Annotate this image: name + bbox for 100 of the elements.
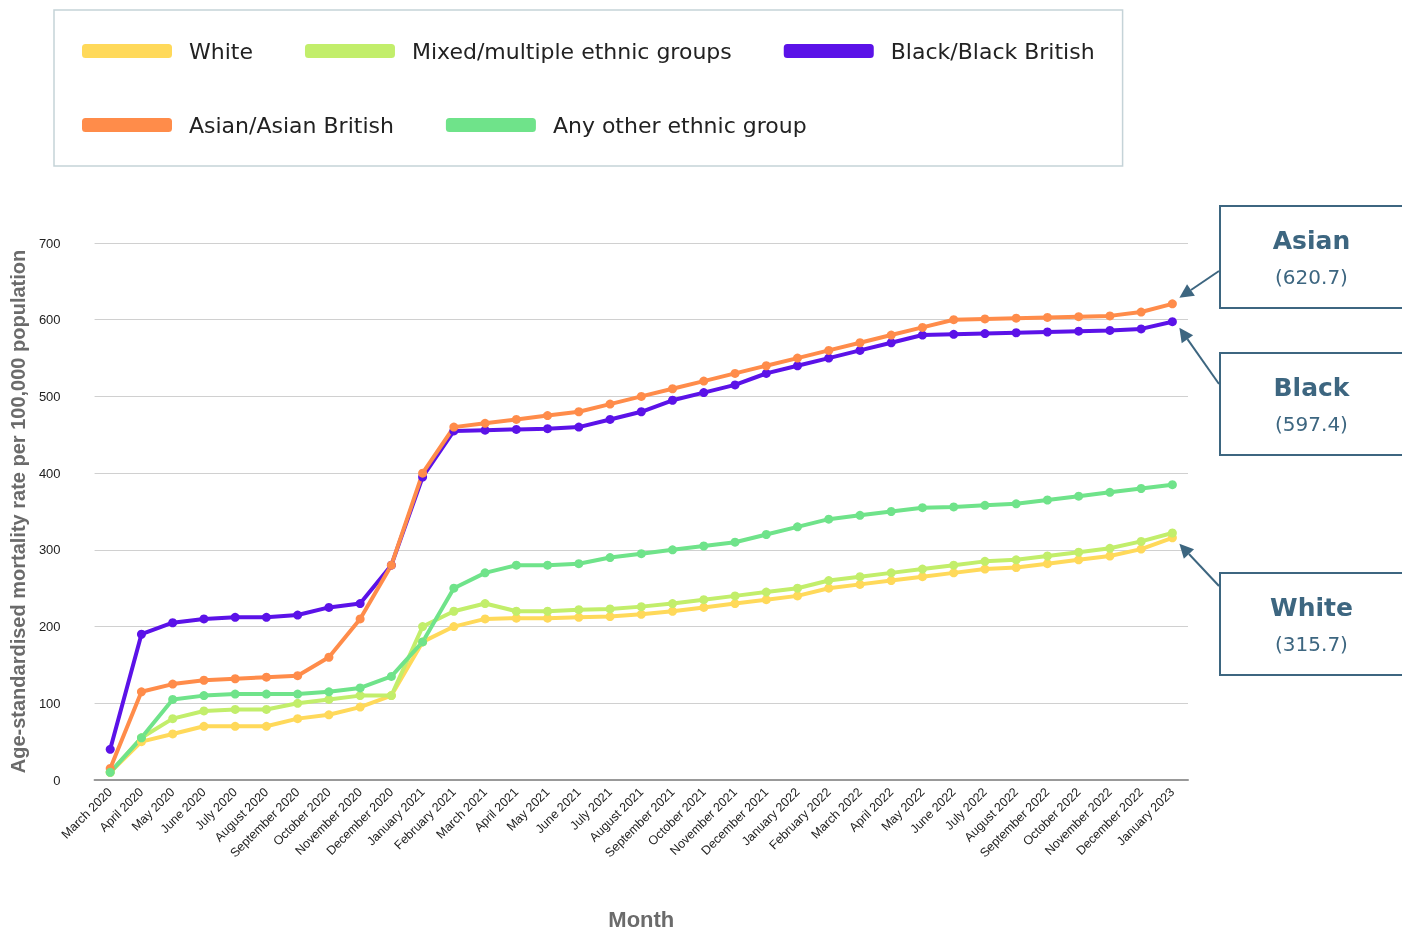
point [636,407,646,417]
legend-label: White [189,38,253,64]
point [105,744,115,754]
point [605,612,615,622]
point [886,338,896,348]
point [168,618,178,628]
point [418,468,428,478]
y-tick-label: 300 [38,542,61,558]
point [168,694,178,704]
point [886,330,896,340]
point [230,612,240,622]
point [574,407,584,417]
point [636,602,646,612]
point [324,694,334,704]
y-tick-label: 600 [38,312,61,328]
point [699,388,709,398]
point [230,721,240,731]
point [1074,312,1084,322]
point [230,704,240,714]
point [293,610,303,620]
point [949,315,959,325]
text: Asian (620.7) [1271,225,1352,291]
point [1042,327,1052,337]
point [1105,487,1115,497]
legend-label: Any other ethnic group [552,112,807,138]
point [1042,312,1052,322]
point [511,424,521,434]
point [543,560,553,570]
point [730,537,740,547]
point [293,689,303,699]
point [168,679,178,689]
y-tick-label: 0 [53,772,61,788]
point [355,702,365,712]
point [1011,555,1021,565]
point [761,595,771,605]
point [168,729,178,739]
point [699,602,709,612]
point [261,721,271,731]
point [1136,544,1146,554]
point [1105,325,1115,335]
y-tick-label: 200 [38,619,61,635]
point [824,514,834,524]
y-tick-label: 100 [38,695,61,711]
point [886,568,896,578]
point [261,612,271,622]
point [1042,495,1052,505]
point [1042,551,1052,561]
point [855,345,865,355]
point [1074,491,1084,501]
point [730,599,740,609]
point [917,330,927,340]
point [886,507,896,516]
point [449,622,459,632]
point [293,698,303,708]
point [1167,299,1177,309]
point [855,579,865,589]
point [886,576,896,586]
point [1105,311,1115,321]
point [605,399,615,409]
point [949,502,959,512]
point [855,572,865,582]
point [793,522,802,532]
point [1011,328,1021,338]
point [793,591,802,601]
point [199,706,209,716]
point [355,614,365,624]
point [574,612,584,622]
point [355,683,365,693]
point [824,353,834,363]
point [730,591,740,601]
point [1042,559,1052,569]
point [511,606,521,616]
point [855,338,865,348]
legend-label: Black/Black British [890,38,1095,64]
point [1136,536,1146,546]
point [636,391,646,401]
point [793,353,802,363]
point [199,691,209,701]
point [574,559,584,569]
point [324,652,334,662]
point [636,549,646,559]
point [511,560,521,570]
legend-label: Mixed/multiple ethnic groups [411,38,732,64]
point [543,424,553,434]
point [418,622,428,632]
point [699,541,709,551]
point [980,556,990,566]
point [980,564,990,574]
point [730,368,740,378]
y-tick-label: 500 [38,388,61,404]
point [699,376,709,386]
point [668,384,678,394]
point [699,595,709,605]
point [261,704,271,714]
point [324,687,334,697]
point [980,314,990,324]
point [917,572,927,582]
point [917,322,927,332]
y-axis-title: Age-standardised mortality rate per 100,000 population [7,249,29,774]
point [668,606,678,616]
